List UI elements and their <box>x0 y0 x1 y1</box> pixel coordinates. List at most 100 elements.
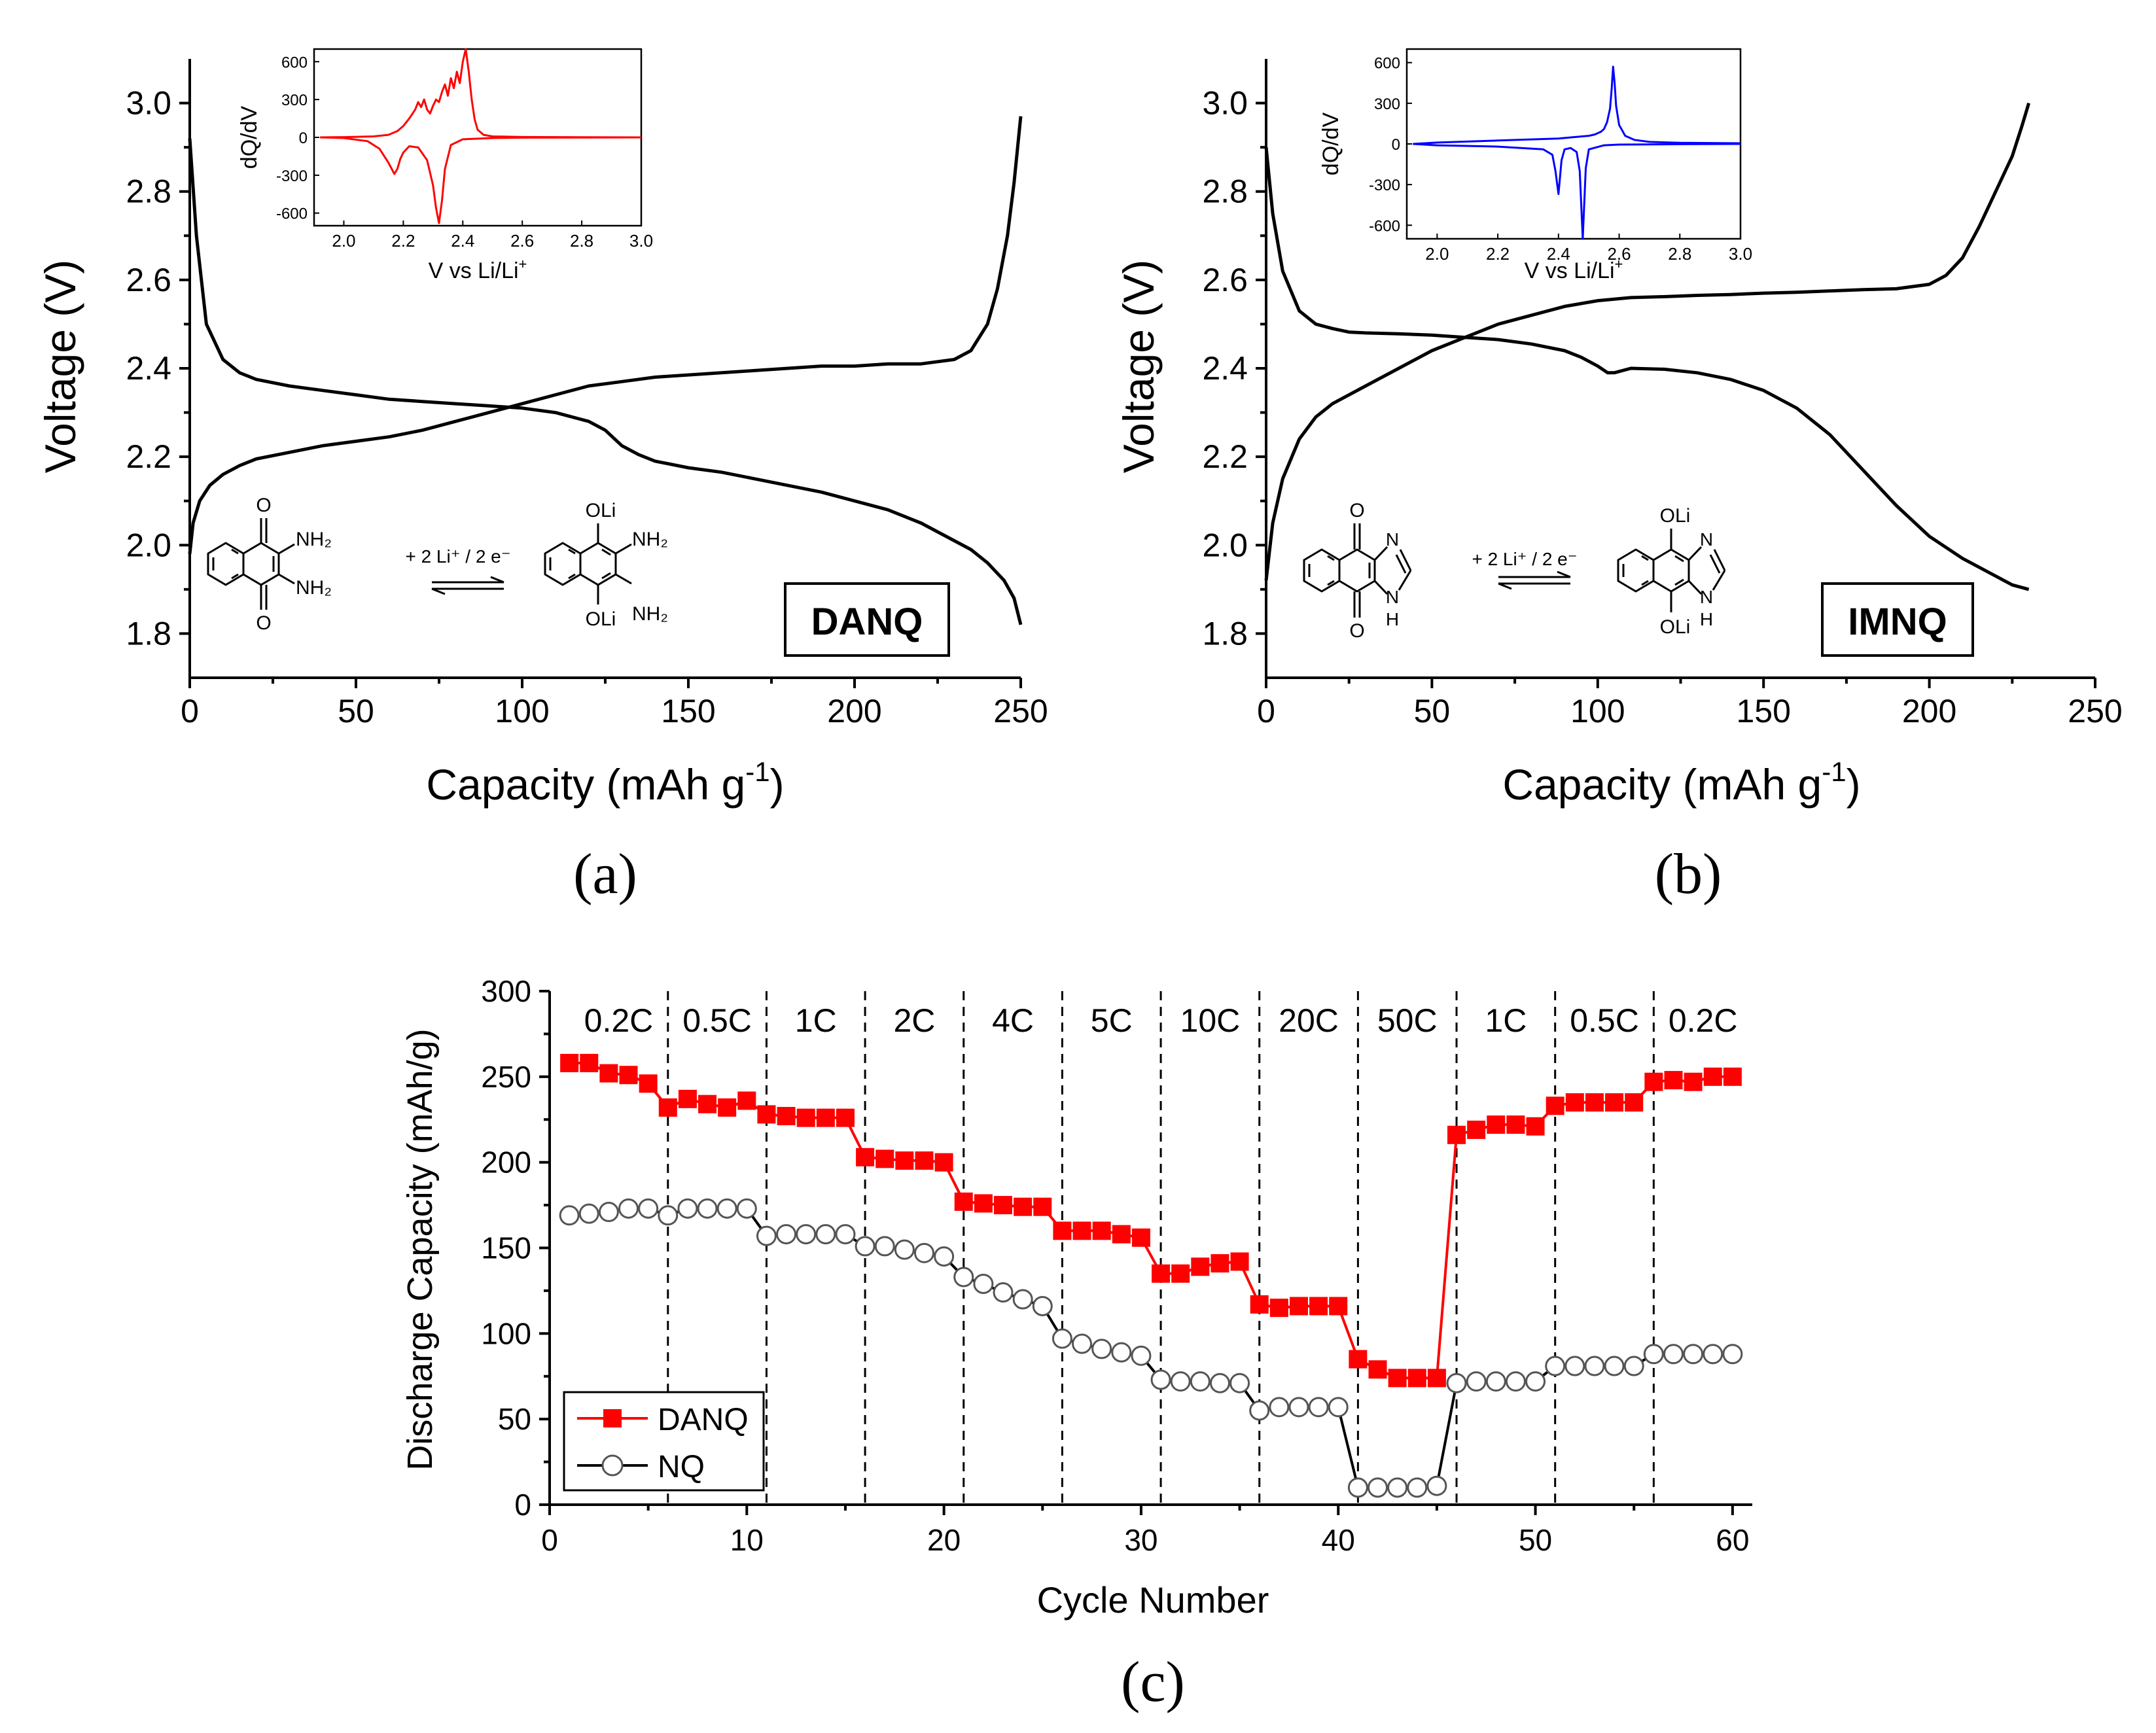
nq-point <box>776 1224 797 1245</box>
nq-point <box>1091 1339 1112 1359</box>
danq-point <box>1684 1072 1703 1091</box>
danq-o-top: O <box>256 495 271 516</box>
nq-point <box>716 1198 737 1219</box>
nq-point <box>1308 1397 1329 1418</box>
x-tick-label: 40 <box>1322 1523 1355 1557</box>
inset-y-tick-label: -300 <box>276 167 308 185</box>
rate-label: 1C <box>795 1002 837 1039</box>
danq-point <box>1467 1120 1486 1139</box>
nq-point <box>559 1205 580 1226</box>
inset-discharge-curve <box>320 136 642 224</box>
nq-point <box>1051 1328 1072 1349</box>
danq-point <box>1092 1221 1111 1240</box>
x-tick-label: 250 <box>993 693 1048 729</box>
x-tick-label: 0 <box>181 693 199 729</box>
nq-point <box>1703 1344 1723 1365</box>
nq-point <box>1288 1397 1309 1418</box>
danq-point <box>1211 1254 1229 1273</box>
imnq-li-oli-top: OLi <box>1660 505 1691 527</box>
c-panel-label: (c) <box>1121 1651 1185 1714</box>
nq-point <box>855 1236 875 1257</box>
nq-point <box>658 1205 679 1226</box>
danq-point <box>1506 1115 1525 1134</box>
danq-point <box>954 1192 973 1211</box>
y-tick-label: 2.8 <box>126 173 171 210</box>
danq-point <box>1546 1096 1564 1115</box>
nq-point <box>1170 1371 1191 1392</box>
a-inset-x-label: V vs Li/Li+ <box>429 256 527 283</box>
imnq-reaction-label: + 2 Li⁺ / 2 e⁻ <box>1472 549 1577 569</box>
inset-y-tick-label: 300 <box>281 92 308 109</box>
danq-point <box>1526 1117 1545 1136</box>
danq-point <box>580 1053 599 1072</box>
nq-point <box>993 1282 1014 1303</box>
nq-point <box>1525 1371 1546 1392</box>
rate-label: 0.5C <box>682 1002 752 1039</box>
rate-label: 4C <box>992 1002 1034 1039</box>
imnq-reaction-scheme: O O N N H + 2 Li⁺ / 2 e⁻ OLi O <box>1303 500 1726 642</box>
inset-x-tick-label: 2.0 <box>1425 244 1449 264</box>
c-x-axis-label: Cycle Number <box>1037 1579 1269 1620</box>
nq-point <box>1012 1289 1033 1310</box>
y-tick-label: 1.8 <box>126 615 171 652</box>
inset-x-tick-label: 2.0 <box>332 231 355 251</box>
rate-label: 5C <box>1091 1002 1133 1039</box>
b-inset-x-label: V vs Li/Li+ <box>1525 256 1623 283</box>
a-panel-label: (a) <box>573 843 637 906</box>
danq-point <box>1072 1221 1091 1240</box>
nq-point <box>1564 1356 1585 1376</box>
danq-point <box>994 1196 1013 1215</box>
danq-point <box>1033 1197 1052 1216</box>
y-tick-label: 2.6 <box>1202 262 1248 298</box>
inset-x-tick-label: 3.0 <box>1729 244 1752 264</box>
x-tick-label: 50 <box>1519 1523 1552 1557</box>
inset-x-tick-label: 2.6 <box>510 231 534 251</box>
a-x-axis-label: Capacity (mAh g-1) <box>426 756 784 809</box>
danq-point <box>1723 1067 1742 1086</box>
danq-point <box>1703 1067 1722 1086</box>
rate-label: 0.2C <box>1669 1002 1738 1039</box>
rate-label: 2C <box>893 1002 935 1039</box>
nq-point <box>1466 1371 1487 1392</box>
danq-point <box>1152 1264 1171 1283</box>
inset-y-tick-label: 0 <box>299 130 308 147</box>
nq-point <box>934 1246 955 1267</box>
nq-point <box>578 1203 599 1224</box>
rate-label: 20C <box>1279 1002 1339 1039</box>
inset-x-tick-label: 2.4 <box>451 231 474 251</box>
nq-point <box>1347 1477 1368 1498</box>
nq-point <box>973 1273 994 1294</box>
nq-point <box>756 1225 777 1246</box>
danq-point <box>1349 1350 1368 1369</box>
inset-x-tick-label: 2.2 <box>1486 244 1510 264</box>
x-tick-label: 150 <box>1736 693 1790 729</box>
y-tick-label: 50 <box>498 1402 531 1436</box>
danq-point <box>1644 1072 1663 1091</box>
nq-point <box>1249 1400 1270 1421</box>
legend-danq-marker <box>603 1409 622 1427</box>
a-discharge-curve <box>188 138 1023 625</box>
nq-point <box>1111 1342 1132 1363</box>
x-tick-label: 0 <box>1257 693 1275 729</box>
danq-li-oli-top: OLi <box>586 500 616 521</box>
panel-a: 0 50 100 150 200 250 1.8 2.0 2.2 2.4 2.6 2.8 3.0 Vo… <box>36 48 1048 906</box>
danq-reaction-scheme: O O NH₂ NH₂ + 2 Li⁺ / 2 e⁻ OLi OLi NH₂ N… <box>207 495 668 634</box>
legend-nq-marker <box>601 1454 624 1477</box>
inset-charge-curve <box>1413 65 1741 145</box>
danq-point <box>1447 1125 1466 1144</box>
y-tick-label: 300 <box>481 974 531 1008</box>
danq-point <box>1269 1299 1288 1318</box>
inset-y-tick-label: 600 <box>1374 55 1400 73</box>
nq-point <box>1407 1477 1428 1498</box>
danq-nh2-top: NH₂ <box>296 529 332 550</box>
nq-point <box>1190 1371 1211 1392</box>
x-tick-label: 150 <box>661 693 715 729</box>
nq-point <box>1150 1369 1171 1390</box>
nq-point <box>913 1242 934 1263</box>
imnq-li-oli-bottom: OLi <box>1660 616 1691 638</box>
danq-point <box>1427 1369 1446 1388</box>
danq-point <box>1131 1228 1150 1247</box>
nq-point <box>835 1224 856 1245</box>
